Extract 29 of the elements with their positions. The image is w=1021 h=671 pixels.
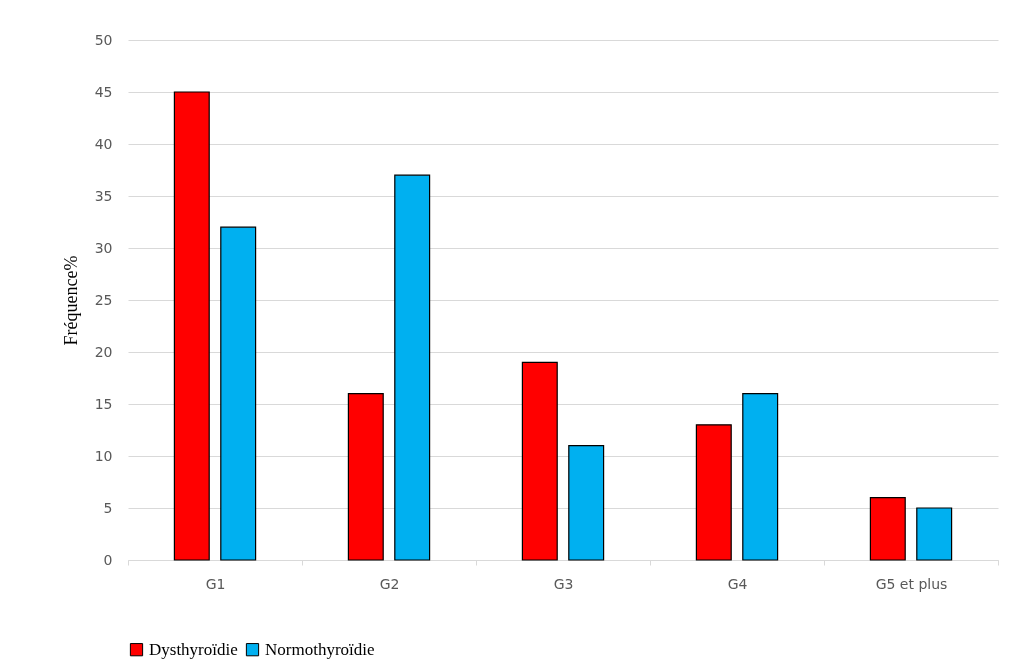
bar xyxy=(394,174,431,561)
y-tick-label: 0 xyxy=(103,551,113,568)
y-tick-label: 25 xyxy=(94,291,113,308)
legend-label: Dysthyroïdie xyxy=(149,639,238,659)
bar xyxy=(568,445,605,561)
bar xyxy=(347,393,384,561)
y-tick-label: 45 xyxy=(94,83,113,100)
y-tick-label: 50 xyxy=(94,31,113,48)
bar xyxy=(220,226,257,561)
x-tick-label: G4 xyxy=(727,575,748,592)
bar xyxy=(521,361,558,561)
y-tick-label: 5 xyxy=(103,499,113,516)
bar xyxy=(695,424,732,561)
x-tick-label: G3 xyxy=(553,575,574,592)
x-tick-label: G5 et plus xyxy=(875,575,948,592)
y-tick-label: 10 xyxy=(94,447,113,464)
y-tick-label: 15 xyxy=(94,395,113,412)
y-axis-title: Fréquence% xyxy=(60,255,81,346)
bar xyxy=(916,507,953,561)
bar xyxy=(869,497,906,561)
y-tick-label: 35 xyxy=(94,187,113,204)
y-tick-label: 30 xyxy=(94,239,113,256)
x-tick-label: G2 xyxy=(379,575,400,592)
bar xyxy=(173,91,210,561)
x-tick-label: G1 xyxy=(205,575,226,592)
y-tick-label: 20 xyxy=(94,343,113,360)
legend-label: Normothyroïdie xyxy=(265,639,375,659)
y-tick-label: 40 xyxy=(94,135,113,152)
bar xyxy=(742,393,779,561)
